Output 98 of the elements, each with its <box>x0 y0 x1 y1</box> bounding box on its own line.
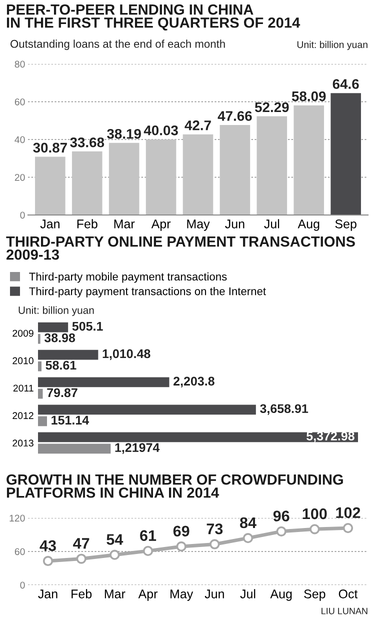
y-tick-label: 2009 <box>12 330 34 337</box>
x-tick-label: Feb <box>72 589 92 598</box>
bar <box>38 388 43 399</box>
y-tick-label: 0 <box>20 582 25 589</box>
bar <box>38 416 47 426</box>
y-tick-label: 2012 <box>12 412 34 420</box>
bar <box>35 156 66 215</box>
bar <box>38 322 68 332</box>
bar <box>38 432 358 442</box>
data-label: 96 <box>273 510 290 522</box>
x-tick-label: Jun <box>225 220 244 228</box>
bar <box>256 116 288 215</box>
data-label: 42.7 <box>184 120 211 130</box>
data-label: 100 <box>302 508 327 520</box>
data-label: 84 <box>240 517 256 528</box>
data-label: 1,21974 <box>115 443 160 454</box>
legend-label: Third-party payment transactions on the Internet <box>29 287 266 298</box>
data-label: 2,203.8 <box>174 376 214 388</box>
data-label: 102 <box>336 507 360 518</box>
y-tick-label: 2013 <box>12 440 34 447</box>
data-label: 1,010.48 <box>102 349 150 360</box>
bar <box>182 134 214 215</box>
bar <box>108 142 140 215</box>
x-tick-label: Feb <box>77 219 98 228</box>
bar <box>38 444 111 454</box>
data-label: 151.14 <box>52 416 90 425</box>
data-label: 64.6 <box>332 79 359 89</box>
bar <box>72 151 102 215</box>
data-label: 38.98 <box>44 333 76 342</box>
x-tick-label: Apr <box>151 220 171 231</box>
x-tick-label: Aug <box>270 590 292 601</box>
y-tick-label: 120 <box>10 514 25 522</box>
data-label: 58.09 <box>292 91 326 102</box>
x-tick-label: Apr <box>138 590 158 601</box>
y-tick-label: 60 <box>14 98 25 106</box>
data-label: 47 <box>73 538 90 549</box>
x-tick-label: Sep <box>335 219 356 231</box>
legend-label: Third-party mobile payment transactions <box>29 272 227 283</box>
y-tick-label: 20 <box>14 174 25 181</box>
y-tick-label: 60 <box>14 548 25 556</box>
point <box>276 526 286 536</box>
chart-title: PEER-TO-PEER LENDING IN CHINA IN THE FIRST THREE QUARTERS OF 2014 <box>6 4 300 31</box>
data-label: 38.19 <box>107 128 141 139</box>
bar <box>38 404 256 415</box>
y-tick-label: 2010 <box>12 357 34 364</box>
data-label: 69 <box>173 526 190 537</box>
bar <box>38 377 170 388</box>
bar <box>330 93 361 215</box>
data-label: 43 <box>40 540 56 552</box>
chart-title: THIRD-PARTY ONLINE PAYMENT TRANSACTIONS 2009-13 <box>6 236 355 260</box>
data-label: 47.66 <box>218 111 252 121</box>
data-label: 52.29 <box>254 102 289 112</box>
x-tick-label: May <box>170 590 194 601</box>
point <box>242 533 254 544</box>
x-tick-label: Jan <box>38 590 58 598</box>
data-label: 40.03 <box>144 125 178 136</box>
data-label: 73 <box>206 523 223 534</box>
y-tick-label: 2011 <box>13 384 34 392</box>
bar <box>146 139 176 215</box>
x-tick-label: Mar <box>114 220 135 228</box>
point <box>76 554 86 564</box>
data-label: 5,372.98 <box>306 432 354 442</box>
bar <box>294 105 324 215</box>
data-label: 505.1 <box>72 322 103 331</box>
x-tick-label: Sep <box>304 589 326 601</box>
point <box>176 541 186 552</box>
x-tick-label: Mar <box>104 590 126 598</box>
data-label: 3,658.91 <box>260 404 308 415</box>
x-tick-label: Jul <box>264 219 280 228</box>
x-tick-label: Jun <box>204 590 224 598</box>
y-tick-label: 80 <box>14 60 25 68</box>
text: Unit: billion yuan <box>18 306 94 316</box>
bar <box>38 361 42 372</box>
data-label: 33.68 <box>70 137 104 148</box>
x-tick-label: Jan <box>40 220 60 228</box>
y-tick-label: 0 <box>20 212 25 219</box>
x-tick-label: Jul <box>240 589 256 598</box>
point <box>342 522 354 534</box>
point <box>142 546 154 556</box>
x-tick-label: Oct <box>338 589 358 598</box>
point <box>110 550 120 560</box>
x-tick-label: Aug <box>298 220 320 231</box>
text: LIU LUNAN <box>322 608 368 614</box>
chart-subtitle: Outstanding loans at the end of each month <box>10 40 225 50</box>
data-label: 54 <box>106 534 124 545</box>
bar <box>220 125 250 215</box>
data-label: 58.61 <box>46 360 76 370</box>
text: Unit: billion yuan <box>297 40 368 50</box>
y-tick-label: 40 <box>14 136 25 144</box>
x-tick-label: May <box>187 220 210 231</box>
point <box>310 524 320 534</box>
chart-title: GROWTH IN THE NUMBER OF CROWDFUNDING PLATFORMS IN CHINA IN 2014 <box>6 474 343 498</box>
data-label: 61 <box>140 530 156 541</box>
bar <box>38 350 98 360</box>
data-label: 30.87 <box>33 142 67 153</box>
point <box>210 539 220 550</box>
data-label: 79.87 <box>47 388 78 398</box>
point <box>42 556 54 566</box>
